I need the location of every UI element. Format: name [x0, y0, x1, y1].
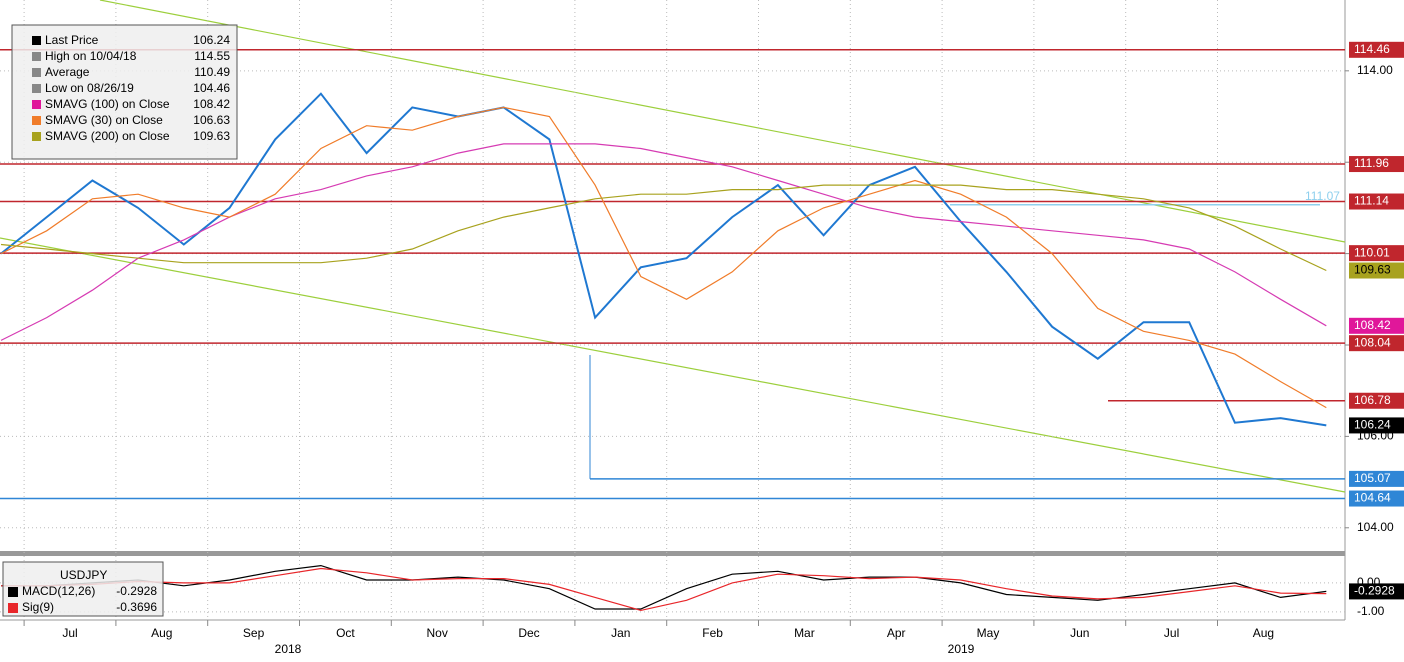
legend-name: High on 10/04/18 — [45, 49, 137, 63]
y-tick-label: 104.00 — [1357, 520, 1394, 534]
level-label: 111.96 — [1354, 156, 1389, 170]
legend-value: 106.63 — [193, 113, 230, 127]
legend-value: 114.55 — [194, 49, 230, 63]
level-label: 114.46 — [1354, 42, 1390, 56]
level-label: 111.14 — [1354, 194, 1389, 208]
level-tag — [1349, 156, 1404, 173]
year-label: 2018 — [275, 642, 302, 656]
series-line — [0, 184, 1327, 272]
y-tick-label: 114.00 — [1357, 63, 1393, 77]
legend-swatch — [32, 52, 41, 61]
legend-name: Sig(9) — [22, 600, 54, 614]
legend-value: -0.2928 — [116, 584, 157, 598]
legend: Last Price 106.24 High on 10/04/18 114.55 Av… — [11, 24, 238, 160]
year-label: 2019 — [948, 642, 975, 656]
x-tick-label: Jul — [1164, 626, 1179, 640]
x-tick-label: Aug — [151, 626, 172, 640]
legend-value: 108.42 — [193, 97, 230, 111]
macd-tag-label: -0.2928 — [1354, 584, 1395, 598]
x-tick-label: Feb — [702, 626, 723, 640]
level-tag — [1349, 392, 1404, 409]
x-tick-label: Jun — [1070, 626, 1089, 640]
level-tag — [1349, 245, 1404, 262]
y-tick-label: -1.00 — [1357, 604, 1385, 618]
x-tick-label: Nov — [427, 626, 448, 640]
level-tag — [1349, 335, 1404, 352]
legend-swatch — [32, 132, 41, 141]
legend-name: Average — [45, 65, 90, 79]
legend-name: Low on 08/26/19 — [45, 81, 134, 95]
level-tag — [1349, 193, 1404, 210]
price-tag — [1349, 262, 1404, 279]
legend-swatch — [32, 116, 41, 125]
price-tag — [1349, 417, 1404, 434]
x-tick-label: Apr — [887, 626, 906, 640]
level-label: 111.07 — [1305, 189, 1340, 203]
price-tag-label: 109.63 — [1354, 263, 1391, 277]
legend-name: MACD(12,26) — [22, 584, 95, 598]
level-label: 106.78 — [1354, 393, 1391, 407]
level-tag — [1349, 470, 1404, 487]
x-tick-label: May — [977, 626, 1000, 640]
x-tick-label: Mar — [794, 626, 815, 640]
x-tick-label: Sep — [243, 626, 265, 640]
legend-value: 106.24 — [193, 33, 230, 47]
price-tag-label: 106.24 — [1354, 418, 1391, 432]
price-tag-label: 108.42 — [1354, 318, 1391, 332]
level-tag — [1349, 41, 1404, 58]
legend-swatch — [32, 68, 41, 77]
legend-value: 110.49 — [194, 65, 230, 79]
legend-value: 104.46 — [193, 81, 230, 95]
legend-swatch — [8, 587, 18, 597]
legend-name: SMAVG (30) on Close — [45, 113, 163, 127]
x-tick-label: Jan — [611, 626, 630, 640]
x-tick-label: Oct — [336, 626, 355, 640]
series-line — [0, 143, 1327, 341]
x-tick-label: Jul — [62, 626, 77, 640]
level-tag — [1349, 490, 1404, 507]
legend-box — [11, 24, 238, 160]
x-tick-label: Aug — [1253, 626, 1274, 640]
legend-value: -0.3696 — [116, 600, 157, 614]
level-label: 108.04 — [1354, 335, 1391, 349]
legend-value: 109.63 — [193, 129, 230, 143]
trend-line — [0, 237, 1346, 493]
price-tag — [1349, 317, 1404, 334]
x-tick-label: Dec — [518, 626, 539, 640]
legend-name: SMAVG (200) on Close — [45, 129, 170, 143]
legend-swatch — [32, 84, 41, 93]
series-line — [0, 92, 1327, 427]
legend-title: USDJPY — [60, 568, 107, 582]
legend-name: SMAVG (100) on Close — [45, 97, 170, 111]
level-label: 104.64 — [1354, 491, 1391, 505]
series-line — [1, 567, 1327, 612]
macd-tag — [1349, 583, 1404, 600]
legend-name: Last Price — [45, 33, 99, 47]
macd-legend: USDJPY MACD(12,26) -0.2928 Sig(9) -0.3696 — [2, 561, 164, 617]
level-label: 110.01 — [1354, 245, 1390, 259]
legend-swatch — [32, 36, 41, 45]
series-line — [1, 564, 1327, 610]
legend-box — [2, 561, 164, 617]
level-label: 105.07 — [1354, 471, 1391, 485]
legend-swatch — [32, 100, 41, 109]
panel-divider — [0, 551, 1345, 556]
series-line — [0, 106, 1327, 409]
legend-swatch — [8, 603, 18, 613]
